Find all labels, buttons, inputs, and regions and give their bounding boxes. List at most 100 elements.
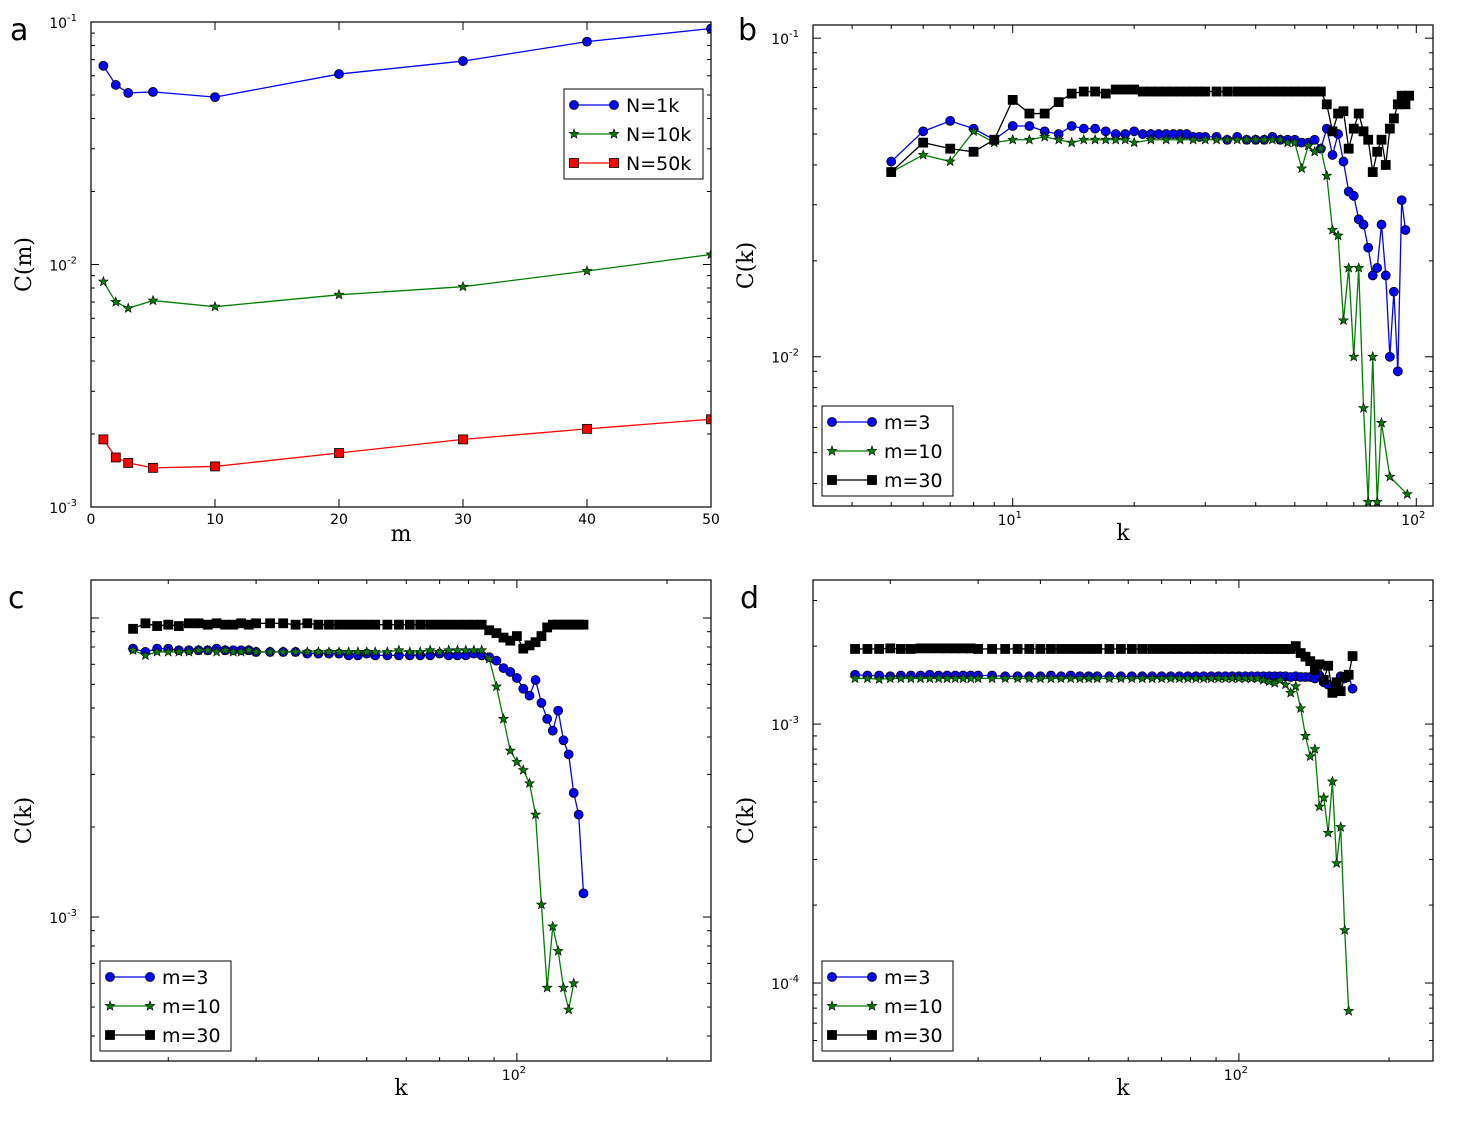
data-point [1326,775,1338,787]
data-point [1035,644,1046,654]
data-point [1023,672,1035,684]
data-point [443,619,454,630]
data-point [1400,99,1411,110]
series-m=10 [885,125,1413,506]
data-point [127,644,139,656]
data-point [1231,133,1243,145]
x-axis-title: m [391,522,412,547]
data-point [886,156,897,167]
data-point [1065,672,1077,684]
series-m=10 [127,644,580,1015]
data-point [1137,644,1148,654]
data-point [1375,417,1388,428]
data-point [343,646,355,657]
x-axis-title: k [1116,1076,1130,1101]
data-point [1126,672,1138,684]
panel-b: b 101 102 10-2 10-1 k C(k) m=3 m=10 m=30 [734,13,1434,546]
data-point [353,619,363,630]
data-point [1315,142,1327,154]
data-point [265,618,275,629]
legend: m=3 m=10 m=30 [821,405,954,497]
data-point [404,646,416,657]
data-point [914,672,927,684]
data-point [1259,86,1270,97]
data-point [1039,131,1051,142]
data-point [184,618,194,629]
data-point [148,462,158,473]
ticks: 102 10-4 10-3 [771,580,1433,1084]
legend-label: m=30 [884,470,943,492]
data-point [1145,133,1157,145]
data-point [211,646,223,657]
legend-marker [866,1000,878,1011]
data-point [334,69,344,79]
data-point [123,458,134,468]
data-point [557,981,570,993]
data-point [568,977,580,989]
panel-a: a0 10 20 30 40 5010-310-210-1mC(m)N=1kN=10kN=… [10,13,720,547]
legend-marker [827,417,837,427]
data-point [505,667,516,677]
data-point [1376,134,1387,145]
data-point [1078,86,1089,97]
data-point [535,898,548,910]
data-point [849,672,861,684]
data-point [1326,224,1339,235]
legend-marker [827,475,837,485]
data-point [1115,644,1126,654]
data-point [536,631,547,641]
panel-letter: b [738,13,757,48]
legend-marker [569,158,579,168]
data-point [933,643,944,654]
data-point [1053,133,1065,145]
data-point [1343,143,1354,154]
legend-marker [867,475,877,485]
legend-label: m=3 [884,412,931,434]
data-point [1313,800,1325,812]
data-point [1174,133,1186,145]
data-point [1318,791,1330,803]
data-point [1129,126,1140,137]
data-point [1251,672,1264,684]
data-point [1388,113,1399,124]
data-point [1222,86,1233,97]
data-point [476,619,487,630]
y-tick-label: 10-3 [49,908,77,927]
data-point [1147,644,1158,654]
plot-frame [90,579,712,1062]
legend-label: m=10 [162,996,221,1018]
data-point [918,126,929,137]
data-point [884,672,896,684]
data-point [1136,672,1148,684]
data-point [1343,262,1355,273]
data-point [553,705,564,716]
data-point [193,618,204,629]
data-point [123,88,134,98]
data-point [98,434,109,445]
data-point [706,23,711,34]
data-point [183,646,195,657]
data-point [1315,86,1326,97]
series-line [132,649,575,1010]
data-point [1046,644,1056,654]
data-point [1187,133,1199,145]
data-point [1338,106,1349,117]
data-point [1290,641,1301,652]
data-point [1257,674,1270,685]
data-point [1078,123,1089,134]
data-point [1327,126,1338,137]
data-point [424,644,436,656]
legend-marker [867,417,877,427]
data-point [1137,86,1148,97]
y-tick-label: 10-2 [49,256,77,275]
data-point [504,744,516,756]
data-point [1065,644,1076,654]
series-m=3 [886,115,1411,377]
x-axis-title: k [1116,521,1130,546]
data-point [343,619,354,630]
data-point [1358,219,1369,230]
data-point [1400,225,1411,235]
data-point [1339,924,1351,935]
data-point [578,619,589,630]
data-point [1078,133,1090,145]
